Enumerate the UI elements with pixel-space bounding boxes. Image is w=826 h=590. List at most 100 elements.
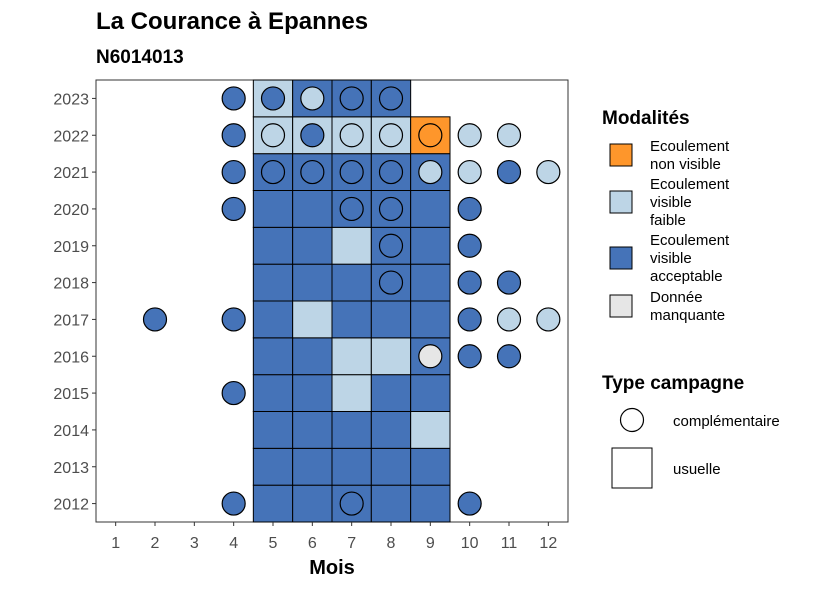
legend-label-visible_acceptable-0: Ecoulement <box>650 232 730 249</box>
complementaire-point-2016-10 <box>457 344 482 369</box>
complementaire-point-2021-9 <box>418 159 443 185</box>
usuelle-tile-2018-7 <box>331 263 372 302</box>
complementaire-point-2017-2 <box>142 307 168 332</box>
legend-label-non_visible-0: Ecoulement <box>650 138 730 155</box>
x-tick-label-12: 12 <box>539 535 557 552</box>
y-tick-label-2020: 2020 <box>53 202 89 219</box>
usuelle-tile-2016-8 <box>370 337 412 376</box>
usuelle-tile-2020-6 <box>292 190 333 228</box>
complementaire-point-2022-11 <box>496 123 522 148</box>
complementaire-point-2017-4 <box>221 307 246 332</box>
y-tick-label-2016: 2016 <box>53 349 89 366</box>
complementaire-point-2022-6 <box>300 123 325 148</box>
x-tick-label-3: 3 <box>190 535 199 552</box>
usuelle-tile-2017-8 <box>370 300 412 339</box>
usuelle-tile-2014-8 <box>370 411 412 449</box>
complementaire-point-2022-4 <box>221 123 246 148</box>
complementaire-point-2012-10 <box>457 491 482 516</box>
legend-label-square: usuelle <box>673 461 721 478</box>
legend-label-visible_acceptable-2: acceptable <box>650 268 723 285</box>
complementaire-point-2020-4 <box>221 196 246 222</box>
complementaire-point-2020-7 <box>339 196 364 222</box>
legend-key-complementaire <box>619 407 645 433</box>
complementaire-point-2016-9 <box>418 344 443 369</box>
y-tick-label-2019: 2019 <box>53 239 89 256</box>
complementaire-points <box>142 86 561 516</box>
x-axis-title: Mois <box>309 557 355 579</box>
complementaire-point-2023-8 <box>378 86 404 111</box>
complementaire-point-2021-10 <box>457 159 482 185</box>
legend-label-manquante-1: manquante <box>650 307 725 324</box>
complementaire-point-2016-11 <box>496 344 522 369</box>
usuelle-tile-2018-9 <box>410 263 451 302</box>
usuelle-tile-2014-6 <box>292 411 333 449</box>
x-tick-label-11: 11 <box>501 535 518 552</box>
usuelle-tile-2019-7 <box>331 226 372 265</box>
usuelle-tile-2013-8 <box>370 447 412 486</box>
legend-label-visible_faible-2: faible <box>650 212 686 229</box>
x-axis: 1 2 3 4 5 6 7 8 9 10 11 12 <box>111 522 557 552</box>
x-tick-label-5: 5 <box>269 535 278 552</box>
x-tick-label-9: 9 <box>426 535 435 552</box>
complementaire-point-2023-4 <box>221 86 246 111</box>
complementaire-point-2020-10 <box>457 196 482 222</box>
usuelle-tile-2012-5 <box>252 484 294 523</box>
complementaire-point-2022-9 <box>418 123 443 148</box>
legend-label-circle: complémentaire <box>673 413 780 430</box>
usuelle-tile-2013-6 <box>292 447 333 486</box>
x-tick-label-10: 10 <box>461 535 479 552</box>
usuelle-tile-2014-5 <box>252 411 294 449</box>
complementaire-point-2021-5 <box>260 159 286 185</box>
usuelle-tile-2014-9 <box>410 411 451 449</box>
legend-modalites-title: Modalités <box>602 108 690 129</box>
complementaire-point-2020-8 <box>378 196 404 222</box>
legend-campagne-title: Type campagne <box>602 373 744 394</box>
usuelle-tile-2019-6 <box>292 226 333 265</box>
complementaire-point-2021-12 <box>536 159 561 185</box>
chart-subtitle: N6014013 <box>96 47 184 68</box>
usuelle-tile-2012-6 <box>292 484 333 523</box>
complementaire-point-2015-4 <box>221 380 246 406</box>
legend-key-manquante <box>609 294 633 318</box>
complementaire-point-2023-5 <box>260 86 286 111</box>
complementaire-point-2022-7 <box>339 123 364 148</box>
usuelle-tile-2016-5 <box>252 337 294 376</box>
complementaire-point-2021-8 <box>378 159 404 185</box>
usuelle-tile-2020-5 <box>252 190 294 228</box>
usuelle-tiles <box>252 79 451 523</box>
usuelle-tile-2017-7 <box>331 300 372 339</box>
usuelle-tile-2020-9 <box>410 190 451 228</box>
complementaire-point-2021-4 <box>221 159 246 185</box>
usuelle-tile-2015-8 <box>370 374 412 412</box>
complementaire-point-2022-8 <box>378 123 404 148</box>
x-tick-label-8: 8 <box>387 535 396 552</box>
usuelle-tile-2014-7 <box>331 411 372 449</box>
usuelle-tile-2013-5 <box>252 447 294 486</box>
y-tick-label-2017: 2017 <box>53 312 89 329</box>
x-tick-label-6: 6 <box>308 535 317 552</box>
usuelle-tile-2017-5 <box>252 300 294 339</box>
usuelle-tile-2015-6 <box>292 374 333 412</box>
y-tick-label-2013: 2013 <box>53 460 89 477</box>
usuelle-tile-2019-5 <box>252 226 294 265</box>
legend-key-non_visible <box>609 143 633 167</box>
legend-label-visible_faible-0: Ecoulement <box>650 176 730 193</box>
legend-label-visible_faible-1: visible <box>650 194 692 211</box>
usuelle-tile-2019-9 <box>410 226 451 265</box>
usuelle-tile-2016-6 <box>292 337 333 376</box>
usuelle-tile-2012-9 <box>410 484 451 523</box>
usuelle-tile-2018-6 <box>292 263 333 302</box>
legend-label-manquante-0: Donnée <box>650 289 703 306</box>
complementaire-point-2021-6 <box>300 159 325 185</box>
complementaire-point-2012-4 <box>221 491 246 516</box>
y-tick-label-2015: 2015 <box>53 386 89 403</box>
legend-type-campagne: Type campagne complémentaire usuelle <box>602 373 780 489</box>
chart-title: La Courance à Epannes <box>96 8 368 35</box>
legend-label-visible_acceptable-1: visible <box>650 250 692 267</box>
usuelle-tile-2015-7 <box>331 374 372 412</box>
usuelle-tile-2015-9 <box>410 374 451 412</box>
x-tick-label-2: 2 <box>151 535 160 552</box>
usuelle-tile-2017-6 <box>292 300 333 339</box>
complementaire-point-2017-11 <box>496 307 522 332</box>
